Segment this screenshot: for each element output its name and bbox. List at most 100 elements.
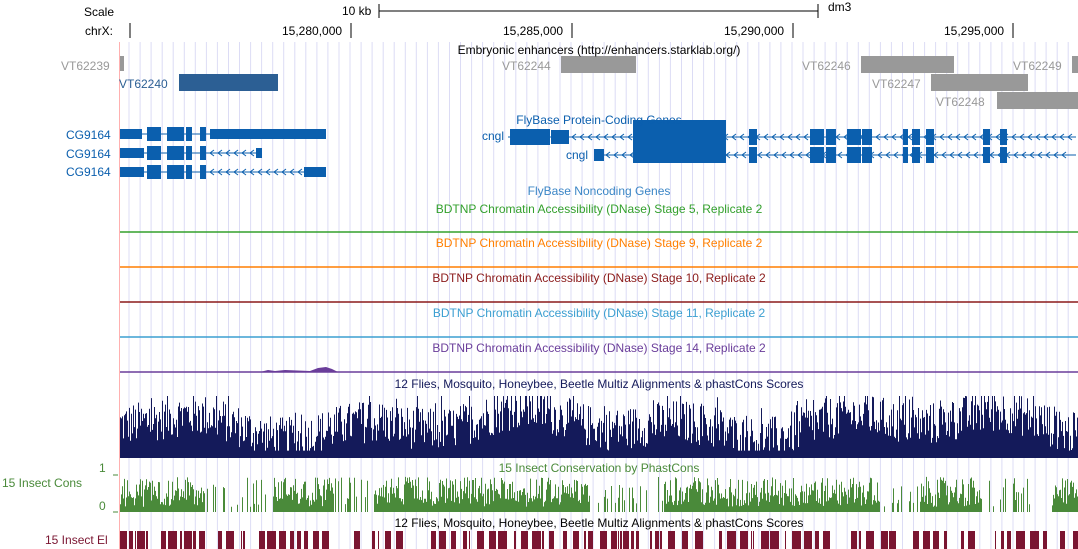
cg9164-model-3-exon[interactable] bbox=[304, 167, 326, 177]
conserved-element[interactable] bbox=[243, 531, 245, 549]
gene-label-cg9164-2[interactable]: CG9164 bbox=[66, 147, 111, 161]
conserved-element[interactable] bbox=[923, 531, 930, 549]
cngl-model-2-exon[interactable] bbox=[847, 147, 861, 163]
conserved-element[interactable] bbox=[396, 531, 403, 549]
conserved-element[interactable] bbox=[573, 531, 579, 549]
conserved-element[interactable] bbox=[913, 531, 919, 549]
conserved-element[interactable] bbox=[304, 531, 308, 549]
conserved-element[interactable] bbox=[378, 531, 379, 549]
conserved-element[interactable] bbox=[881, 531, 888, 549]
conserved-element[interactable] bbox=[719, 531, 722, 549]
conserved-element[interactable] bbox=[279, 531, 286, 549]
conserved-element[interactable] bbox=[623, 531, 629, 549]
conserved-element[interactable] bbox=[785, 531, 786, 549]
conserved-element[interactable] bbox=[660, 531, 662, 549]
elements-side-label[interactable]: 15 Insect El bbox=[45, 533, 108, 547]
conserved-element[interactable] bbox=[851, 531, 857, 549]
cg9164-model-1-exon[interactable] bbox=[167, 127, 184, 141]
conserved-element[interactable] bbox=[549, 531, 554, 549]
cg9164-model-1-exon[interactable] bbox=[120, 129, 142, 139]
phastcons-score-bars[interactable] bbox=[120, 476, 1078, 512]
gene-label-cngl-2[interactable]: cngl bbox=[566, 148, 589, 162]
cngl-model-1-exon[interactable] bbox=[903, 129, 908, 145]
conserved-element[interactable] bbox=[267, 531, 276, 549]
conserved-element[interactable] bbox=[120, 531, 127, 549]
conserved-element[interactable] bbox=[199, 531, 205, 549]
cngl-model-1-exon[interactable] bbox=[847, 129, 861, 145]
cngl-model-2-exon[interactable] bbox=[903, 147, 908, 163]
conserved-element[interactable] bbox=[727, 531, 736, 549]
enhancer-label-vt62246[interactable]: VT62246 bbox=[802, 59, 851, 73]
enhancer-label-vt62240[interactable]: VT62240 bbox=[119, 77, 168, 91]
conserved-element[interactable] bbox=[193, 531, 196, 549]
cngl-model-1-exon[interactable] bbox=[1000, 129, 1007, 145]
conserved-element[interactable] bbox=[451, 531, 456, 549]
dnase-stage10-title[interactable]: BDTNP Chromatin Accessibility (DNase) St… bbox=[432, 271, 766, 285]
elements-track-title[interactable]: 12 Flies, Mosquito, Honeybee, Beetle Mul… bbox=[394, 516, 804, 530]
conserved-element[interactable] bbox=[463, 531, 467, 549]
conserved-element[interactable] bbox=[297, 531, 301, 549]
conserved-element[interactable] bbox=[1060, 531, 1065, 549]
enhancer-block-vt62244[interactable] bbox=[561, 56, 636, 73]
cg9164-model-3-exon[interactable] bbox=[186, 165, 192, 179]
conserved-element[interactable] bbox=[1073, 531, 1078, 549]
conserved-element[interactable] bbox=[631, 531, 634, 549]
conserved-element[interactable] bbox=[1030, 531, 1039, 549]
conserved-element[interactable] bbox=[588, 531, 593, 549]
gene-label-cg9164-1[interactable]: CG9164 bbox=[66, 128, 111, 142]
cngl-model-1-exon[interactable] bbox=[912, 129, 920, 145]
gene-models[interactable] bbox=[120, 120, 1076, 179]
conserved-element[interactable] bbox=[514, 531, 516, 549]
enhancer-block-vt62246[interactable] bbox=[861, 56, 954, 73]
cg9164-model-3-exon[interactable] bbox=[167, 165, 184, 179]
dnase-signal-lines[interactable] bbox=[120, 231, 1078, 373]
conserved-element[interactable] bbox=[259, 531, 265, 549]
phastcons-track-title[interactable]: 15 Insect Conservation by PhastCons bbox=[498, 461, 700, 475]
cngl-model-1-exon[interactable] bbox=[510, 129, 550, 145]
enhancer-block-vt62249[interactable] bbox=[1072, 56, 1078, 73]
enhancer-block-vt62240[interactable] bbox=[179, 74, 278, 91]
conserved-element[interactable] bbox=[521, 531, 528, 549]
dnase-stage5-title[interactable]: BDTNP Chromatin Accessibility (DNase) St… bbox=[435, 202, 763, 216]
conserved-element[interactable] bbox=[469, 531, 470, 549]
cngl-model-2-exon[interactable] bbox=[862, 147, 872, 163]
conserved-element[interactable] bbox=[218, 531, 222, 549]
conserved-element[interactable] bbox=[322, 531, 329, 549]
cngl-model-2-exon[interactable] bbox=[662, 147, 726, 163]
conserved-element[interactable] bbox=[1016, 531, 1025, 549]
conserved-elements[interactable] bbox=[120, 531, 1078, 549]
cngl-model-2-exon[interactable] bbox=[983, 147, 990, 163]
cngl-model-2-exon[interactable] bbox=[594, 149, 604, 161]
conserved-element[interactable] bbox=[655, 531, 659, 549]
conserved-element[interactable] bbox=[859, 531, 861, 549]
enhancer-blocks[interactable] bbox=[120, 56, 1078, 109]
dnase-stage14-peak[interactable] bbox=[260, 367, 338, 372]
conserved-element[interactable] bbox=[618, 531, 619, 549]
conserved-element[interactable] bbox=[226, 531, 234, 549]
conserved-element[interactable] bbox=[695, 531, 703, 549]
conserved-element[interactable] bbox=[137, 531, 145, 549]
conserved-element[interactable] bbox=[815, 531, 819, 549]
conserved-element[interactable] bbox=[241, 531, 242, 549]
conserved-element[interactable] bbox=[770, 531, 779, 549]
cg9164-model-2-exon[interactable] bbox=[200, 146, 206, 160]
enhancers-track-title[interactable]: Embryonic enhancers (http://enhancers.st… bbox=[457, 43, 741, 57]
cngl-model-2-exon[interactable] bbox=[926, 147, 934, 163]
conserved-element[interactable] bbox=[129, 531, 133, 549]
conserved-element[interactable] bbox=[313, 531, 319, 549]
conserved-element[interactable] bbox=[439, 531, 446, 549]
conserved-element[interactable] bbox=[385, 531, 391, 549]
cg9164-model-2-exon[interactable] bbox=[167, 146, 184, 160]
conserved-element[interactable] bbox=[146, 531, 148, 549]
conserved-element[interactable] bbox=[995, 531, 996, 549]
conserved-element[interactable] bbox=[477, 531, 484, 549]
conserved-element[interactable] bbox=[584, 531, 586, 549]
conserved-element[interactable] bbox=[753, 531, 754, 549]
conserved-element[interactable] bbox=[184, 531, 192, 549]
enhancer-label-vt62239[interactable]: VT62239 bbox=[61, 59, 110, 73]
conserved-element[interactable] bbox=[761, 531, 769, 549]
cngl-model-1-exon[interactable] bbox=[551, 130, 569, 144]
conserved-element[interactable] bbox=[650, 531, 652, 549]
